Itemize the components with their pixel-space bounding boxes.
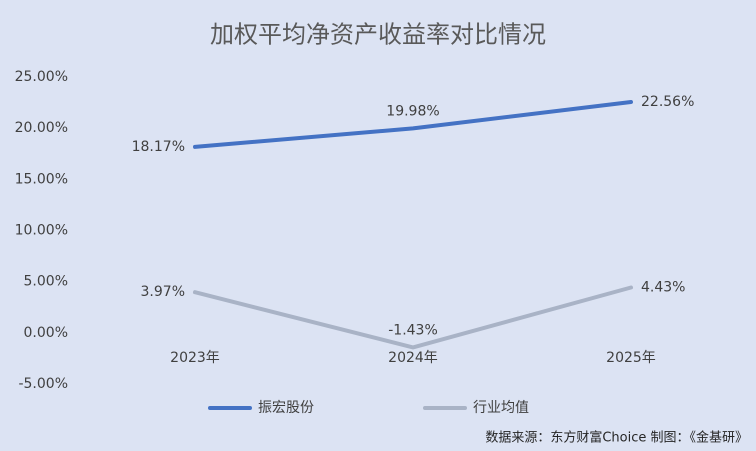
data-label: 4.43% [641,279,685,295]
data-label: -1.43% [388,322,438,338]
y-tick-label: 20.00% [15,120,68,136]
data-label: 3.97% [141,284,185,300]
data-label: 22.56% [641,94,694,110]
y-tick-label: 15.00% [15,171,68,187]
data-label: 18.17% [132,139,185,155]
chart-title: 加权平均净资产收益率对比情况 [210,21,546,49]
y-tick-label: 5.00% [24,274,68,290]
series-line [193,285,633,350]
legend-label: 行业均值 [473,400,529,416]
y-tick-label: 10.00% [15,223,68,239]
data-label: 19.98% [386,103,439,119]
x-tick-label: 2024年 [388,350,438,366]
y-tick-label: 0.00% [24,325,68,341]
y-tick-label: 25.00% [15,69,68,85]
source-note: 数据来源：东方财富Choice 制图：《金基研》 [485,430,748,446]
x-tick-label: 2023年 [170,350,220,366]
y-tick-label: -5.00% [18,376,68,392]
series-line [193,99,633,149]
x-tick-label: 2025年 [606,350,656,366]
legend-label: 振宏股份 [258,400,314,416]
